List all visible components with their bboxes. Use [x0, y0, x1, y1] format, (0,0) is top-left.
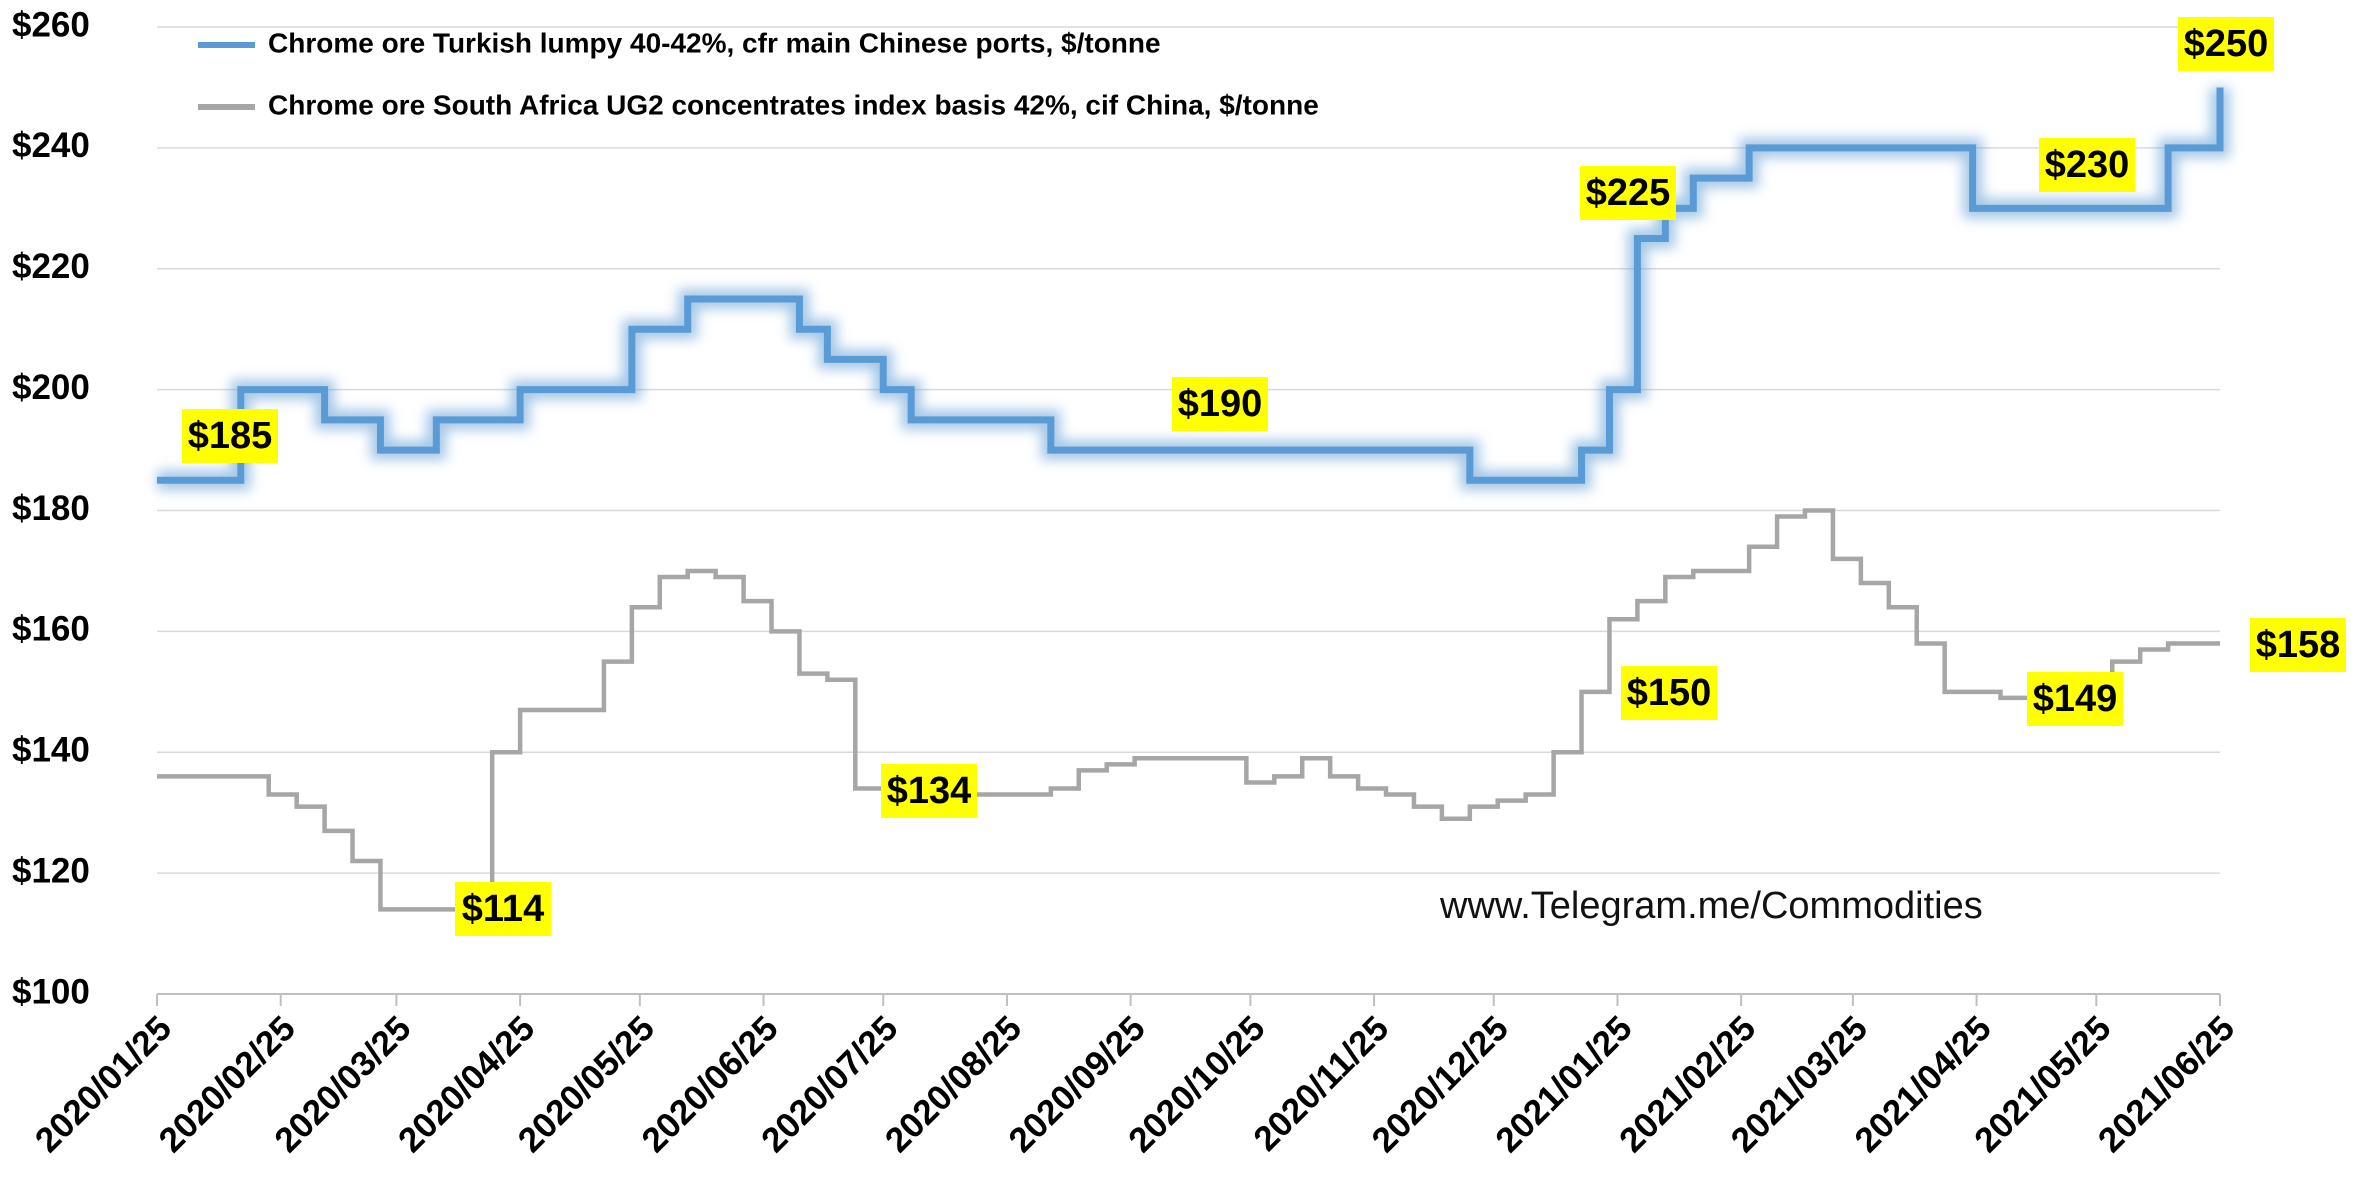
y-tick-label: $100: [12, 972, 90, 1011]
y-tick-label: $140: [12, 731, 90, 770]
annotation-box: [2039, 138, 2135, 192]
annotation-box: [2027, 672, 2123, 726]
annotation: $230: [2045, 144, 2130, 186]
y-tick-label: $200: [12, 368, 90, 407]
series-line: [157, 508, 2220, 912]
y-tick-label: $180: [12, 489, 90, 528]
annotation-box: [1621, 666, 1717, 720]
y-tick-label: $120: [12, 851, 90, 890]
legend-label: Chrome ore South Africa UG2 concentrates…: [268, 89, 1319, 120]
annotation-box: [2250, 618, 2346, 672]
annotation: $149: [2033, 678, 2118, 720]
annotation: $190: [1178, 383, 1263, 425]
y-tick-label: $260: [12, 5, 90, 44]
y-tick-label: $160: [12, 610, 90, 649]
annotation: $134: [887, 770, 972, 812]
annotation-box: [881, 764, 977, 818]
annotation: $114: [462, 888, 544, 930]
y-tick-label: $240: [12, 126, 90, 165]
annotation-box: [455, 882, 551, 936]
annotation: $185: [188, 415, 273, 457]
legend-label: Chrome ore Turkish lumpy 40-42%, cfr mai…: [268, 27, 1161, 58]
annotation-box: [1580, 166, 1676, 220]
annotation-box: [1172, 377, 1268, 431]
annotation-box: [182, 409, 278, 463]
series-line: [157, 87, 2224, 484]
annotation: $250: [2184, 23, 2269, 65]
annotation-box: [2178, 17, 2274, 71]
annotation: $150: [1627, 672, 1712, 714]
y-tick-label: $220: [12, 247, 90, 286]
watermark: www.Telegram.me/Commodities: [1439, 885, 1983, 927]
annotation: $225: [1586, 172, 1671, 214]
annotation: $158: [2256, 624, 2341, 666]
